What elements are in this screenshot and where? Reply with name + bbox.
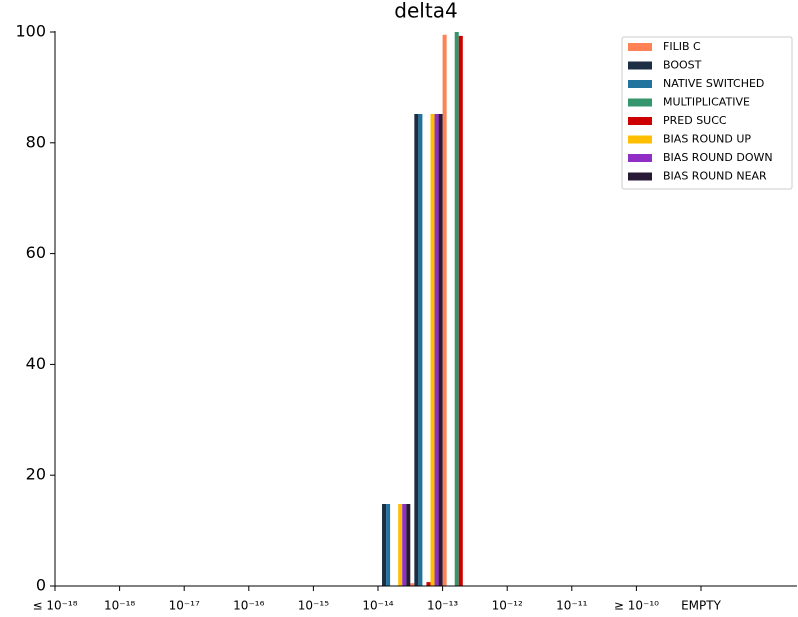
y-tick-label: 0 [36, 576, 46, 595]
legend-swatch [628, 61, 652, 70]
legend-label: NATIVE SWITCHED [663, 77, 764, 90]
legend-swatch [628, 98, 652, 107]
y-tick-label: 80 [26, 132, 46, 151]
legend-box [621, 36, 793, 190]
legend-swatch [628, 117, 652, 125]
bar [406, 504, 411, 586]
bar [382, 504, 387, 586]
bar [398, 504, 403, 586]
legend-swatch [628, 172, 652, 181]
legend-label: MULTIPLICATIVE [663, 96, 750, 109]
legend-label: BIAS ROUND UP [663, 133, 751, 146]
bar [434, 113, 439, 586]
legend-label: BOOST [663, 59, 702, 72]
x-tick-label: 10⁻¹⁴ [362, 599, 393, 613]
x-tick-label: 10⁻¹⁵ [298, 599, 329, 613]
y-tick-label: 20 [26, 465, 46, 484]
x-tick-label: ≥ 10⁻¹⁰ [614, 599, 659, 613]
bar [386, 504, 391, 586]
bar [458, 35, 463, 587]
bar [402, 504, 407, 586]
legend-label: BIAS ROUND NEAR [663, 170, 767, 183]
bar [414, 113, 419, 586]
x-tick-label: ≤ 10⁻¹⁸ [32, 599, 77, 613]
chart-title: delta4 [394, 0, 457, 23]
y-tick-label: 40 [26, 354, 46, 373]
x-tick-label: 10⁻¹⁸ [104, 599, 135, 613]
x-tick-label: 10⁻¹² [492, 599, 523, 613]
bar [430, 113, 435, 586]
legend-swatch [628, 80, 652, 88]
x-tick-label: 10⁻¹³ [427, 599, 458, 613]
bar [438, 113, 443, 586]
x-tick-label: 10⁻¹⁷ [169, 599, 200, 613]
bar [418, 113, 423, 586]
y-tick-label: 60 [26, 243, 46, 262]
bar [426, 582, 431, 586]
bar [410, 583, 415, 586]
legend: FILIB C BOOST NATIVE SWITCHED MULTIPLICATIV… [621, 36, 793, 190]
bar [454, 32, 459, 586]
legend-label: FILIB C [663, 40, 701, 53]
x-tick-label: EMPTY [681, 599, 722, 613]
legend-swatch [628, 43, 652, 51]
legend-swatch [628, 154, 652, 162]
bar [442, 34, 447, 586]
legend-swatch [628, 135, 652, 144]
legend-label: BIAS ROUND DOWN [663, 151, 773, 164]
y-tick-label: 100 [15, 22, 46, 41]
legend-label: PRED SUCC [663, 114, 727, 127]
x-tick-label: 10⁻¹¹ [556, 599, 587, 613]
x-tick-label: 10⁻¹⁶ [233, 599, 264, 613]
